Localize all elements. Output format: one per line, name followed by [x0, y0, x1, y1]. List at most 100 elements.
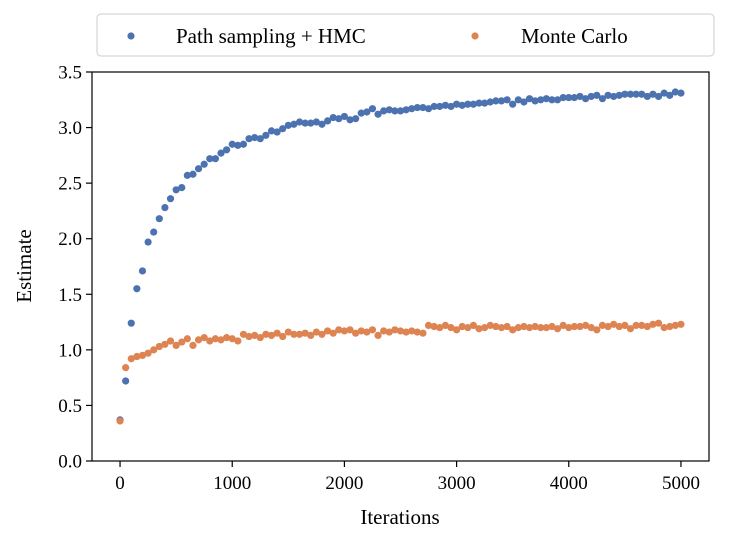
data-point — [178, 338, 186, 346]
data-point — [262, 330, 270, 338]
data-point — [166, 337, 175, 345]
data-point — [649, 90, 657, 98]
data-point — [340, 112, 349, 121]
data-point — [166, 195, 175, 203]
data-point — [615, 91, 623, 99]
data-point — [329, 113, 337, 122]
data-point — [419, 103, 427, 112]
data-point — [458, 101, 466, 109]
data-point — [452, 326, 461, 334]
data-point — [295, 330, 304, 338]
data-point — [677, 89, 685, 97]
data-point — [368, 326, 377, 334]
data-point — [391, 107, 399, 115]
data-point — [436, 102, 444, 111]
data-point — [447, 102, 455, 111]
data-point — [161, 340, 169, 348]
data-point — [172, 186, 180, 194]
legend-label-monte-carlo: Monte Carlo — [521, 24, 628, 48]
y-tick-label: 2.5 — [58, 174, 82, 195]
data-point — [133, 352, 141, 361]
data-point — [520, 98, 528, 106]
y-tick-label: 1.0 — [58, 340, 82, 361]
data-point — [335, 115, 343, 123]
data-point — [654, 92, 663, 101]
data-point — [318, 330, 326, 338]
data-point — [228, 335, 236, 343]
y-tick-label: 2.0 — [58, 229, 82, 250]
data-point — [155, 215, 163, 223]
x-tick-label: 4000 — [550, 473, 588, 494]
legend-box — [96, 13, 715, 57]
data-point — [503, 322, 511, 331]
data-point — [604, 91, 612, 99]
data-point — [189, 341, 197, 350]
data-point — [155, 342, 163, 351]
data-point — [357, 109, 365, 117]
data-point — [396, 327, 405, 335]
x-tick-label: 2000 — [325, 473, 363, 494]
data-point — [144, 238, 152, 246]
data-point — [643, 92, 651, 101]
data-point — [189, 170, 197, 178]
data-point — [307, 119, 315, 127]
data-point — [279, 125, 287, 133]
data-point — [279, 332, 287, 341]
data-point — [340, 327, 349, 335]
x-tick-label: 1000 — [213, 473, 251, 494]
data-point — [486, 321, 494, 330]
y-tick-label: 0.0 — [58, 452, 82, 473]
data-point — [615, 322, 623, 331]
data-point — [307, 331, 315, 340]
data-point — [553, 96, 562, 104]
data-point — [565, 324, 573, 332]
data-point — [194, 336, 203, 344]
data-point — [621, 321, 629, 330]
data-point — [520, 322, 528, 331]
data-point — [464, 324, 472, 332]
y-axis-label: Estimate — [12, 229, 36, 302]
y-tick-label: 3.5 — [58, 63, 82, 84]
series-0 — [116, 88, 685, 424]
data-point — [413, 328, 421, 336]
data-point — [150, 346, 158, 354]
data-point — [211, 155, 219, 163]
data-point — [312, 118, 320, 126]
data-point — [486, 98, 494, 106]
data-point — [626, 325, 635, 333]
data-point — [234, 337, 242, 345]
data-point — [593, 91, 601, 99]
data-point — [632, 90, 640, 98]
data-point — [323, 327, 332, 335]
data-point — [391, 326, 399, 334]
legend-marker-path-sampling — [127, 32, 135, 40]
data-point — [396, 107, 405, 115]
data-point — [537, 324, 545, 332]
data-point — [430, 102, 438, 111]
data-point — [200, 160, 208, 168]
data-point — [509, 326, 517, 334]
data-point — [559, 93, 567, 102]
data-point — [582, 321, 590, 330]
data-point — [245, 332, 253, 341]
data-point — [604, 322, 612, 331]
data-point — [497, 97, 506, 105]
data-point — [352, 115, 360, 123]
plot-frame — [91, 71, 710, 462]
legend: Path sampling + HMC Monte Carlo — [96, 13, 715, 57]
data-point — [621, 90, 629, 98]
data-point — [251, 133, 259, 142]
data-point — [138, 351, 147, 360]
data-point — [660, 89, 668, 97]
data-point — [122, 377, 130, 385]
data-point — [525, 95, 534, 103]
data-point — [671, 88, 679, 96]
data-point — [267, 331, 276, 340]
y-axis: 0.0 0.5 1.0 1.5 2.0 2.5 3.0 3.5 — [58, 63, 92, 473]
data-point — [122, 364, 130, 372]
data-point — [267, 127, 276, 135]
legend-marker-monte-carlo — [471, 32, 479, 40]
data-point — [610, 320, 618, 328]
data-point — [200, 334, 208, 342]
data-point — [542, 324, 550, 332]
